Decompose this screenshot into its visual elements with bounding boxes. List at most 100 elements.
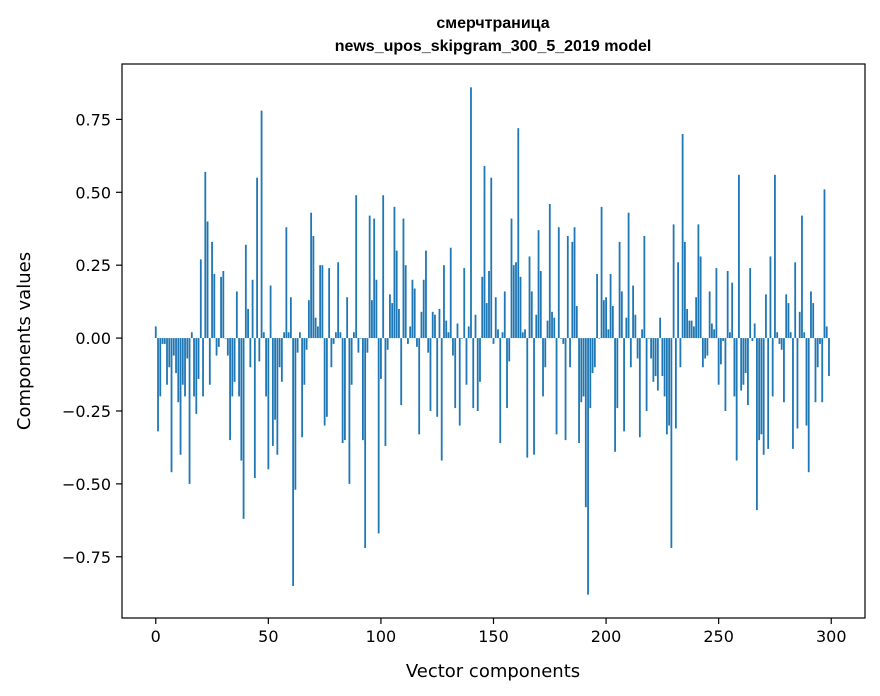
bar (611, 306, 614, 339)
bar (771, 338, 774, 397)
y-axis: −0.75 −0.50 −0.25 0.00 0.25 0.50 0.75 (62, 110, 122, 567)
bar (589, 338, 592, 409)
bar (251, 279, 254, 339)
bar (661, 338, 664, 376)
bar (672, 224, 675, 339)
bar (364, 338, 367, 549)
bar (618, 241, 621, 339)
bar (674, 338, 677, 429)
bar (204, 171, 207, 339)
bar (470, 87, 472, 339)
bar (798, 311, 801, 339)
bar (422, 279, 425, 339)
bar (643, 236, 646, 339)
bar (344, 338, 346, 441)
bar (506, 338, 508, 409)
bar (479, 338, 481, 382)
bar (301, 338, 304, 438)
bar (436, 338, 439, 417)
chart-title: смерчтраница (436, 15, 549, 32)
bar (202, 338, 204, 397)
bar (380, 338, 382, 379)
bar (677, 262, 680, 339)
y-tick-label: 0.75 (75, 110, 111, 129)
bar (533, 338, 535, 455)
bar (647, 338, 650, 339)
bar (445, 320, 448, 339)
bar (321, 265, 324, 339)
bar (456, 323, 459, 339)
bar (616, 338, 619, 409)
bar (226, 338, 229, 356)
bar (528, 256, 531, 339)
bar (366, 338, 369, 353)
bar (303, 338, 306, 385)
bar (454, 338, 457, 409)
bar (323, 338, 326, 426)
bar (418, 338, 421, 435)
bar (803, 332, 806, 339)
bar (713, 329, 716, 339)
bar (823, 189, 826, 339)
bar (517, 128, 520, 339)
bar (715, 268, 718, 339)
bar (260, 110, 263, 339)
bar (474, 314, 477, 339)
bar (217, 338, 220, 347)
bar (665, 338, 668, 435)
bar (816, 338, 819, 368)
bar (346, 297, 349, 339)
bar (181, 338, 184, 385)
bar (726, 271, 729, 339)
bar (188, 338, 191, 484)
bar (562, 338, 565, 344)
bar (238, 338, 240, 397)
bar (222, 271, 225, 339)
bar (391, 303, 394, 339)
bar (681, 133, 684, 339)
bar (319, 265, 322, 339)
bar (632, 285, 634, 339)
bar (434, 314, 436, 339)
bar (262, 332, 265, 339)
bar (546, 320, 549, 339)
bar (807, 338, 810, 473)
bar (481, 276, 484, 339)
bar (289, 297, 292, 339)
bar (233, 338, 236, 382)
bar (600, 206, 603, 339)
bar (537, 230, 540, 339)
bar (627, 212, 630, 339)
bar (614, 338, 616, 452)
bar (497, 329, 499, 339)
bar (362, 338, 364, 441)
bar (724, 338, 727, 411)
bar (483, 166, 486, 339)
bar (461, 338, 463, 339)
bar (598, 338, 601, 339)
bar (760, 338, 763, 435)
bar (596, 273, 598, 339)
x-tick-label: 50 (258, 627, 278, 646)
bar (258, 338, 261, 362)
bar (269, 285, 272, 339)
bar (398, 308, 400, 339)
bar (810, 291, 812, 339)
bar (407, 338, 409, 344)
bar (521, 332, 524, 339)
x-axis: 0 50 100 150 200 250 300 (151, 618, 847, 646)
bar (641, 329, 643, 339)
bar (458, 338, 461, 426)
bar (440, 338, 443, 461)
bar (161, 338, 164, 344)
bar (697, 224, 700, 339)
bar (654, 338, 657, 376)
bar (571, 241, 574, 339)
bar (409, 326, 412, 339)
bar (564, 338, 567, 441)
bar (220, 276, 222, 339)
bar (253, 338, 256, 479)
bar (767, 338, 770, 449)
bar (539, 271, 542, 339)
bar (465, 338, 468, 385)
